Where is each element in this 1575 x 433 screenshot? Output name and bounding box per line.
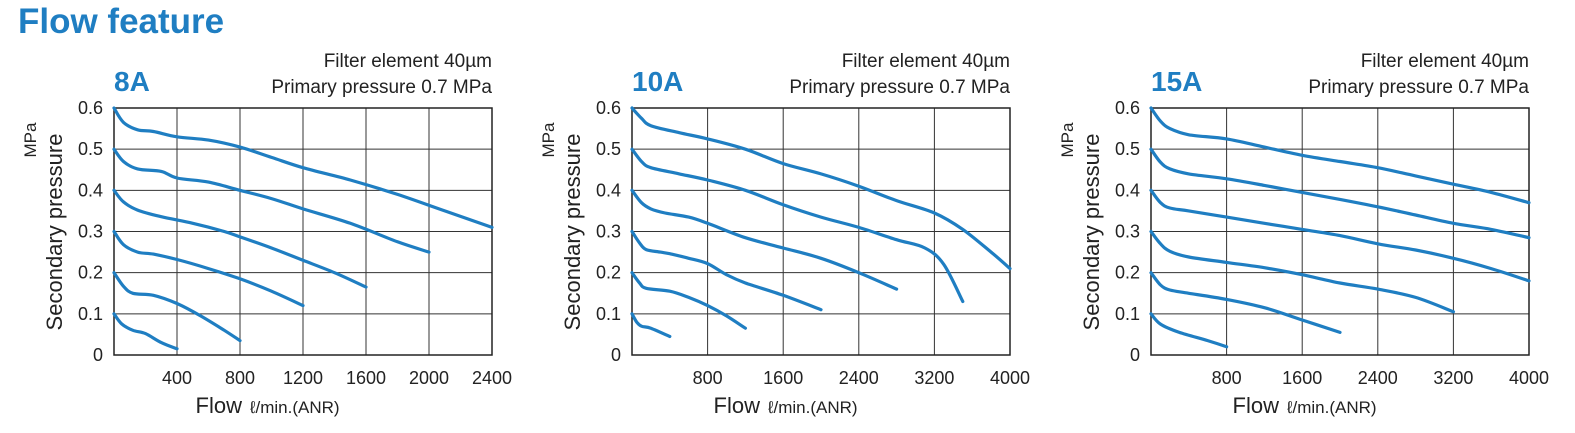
chart-svg-10a: 10A Filter element 40µm Primary pressure…: [539, 51, 1030, 418]
y-tick-label: 0.6: [78, 98, 103, 118]
flow-curve: [630, 106, 1012, 271]
model-label: 10A: [632, 66, 683, 97]
y-axis-label: Secondary pressure: [560, 134, 585, 331]
y-axis-label: Secondary pressure: [42, 134, 67, 331]
y-tick-label: 0.5: [1115, 139, 1140, 159]
y-tick-label: 0.2: [596, 263, 621, 283]
y-tick-label: 0.1: [596, 304, 621, 324]
chart-svg-15a: 15A Filter element 40µm Primary pressure…: [1058, 51, 1549, 418]
x-tick-label: 1600: [1282, 368, 1322, 388]
y-unit-label: MPa: [1058, 122, 1077, 158]
y-tick-label: 0.1: [78, 304, 103, 324]
page-title: Flow feature: [18, 2, 225, 41]
chart-panel-8a: 8A Filter element 40µm Primary pressure …: [0, 0, 520, 433]
flow-curve: [1149, 147, 1531, 240]
y-tick-label: 0: [93, 345, 103, 365]
flow-curve: [112, 147, 431, 254]
flow-curve: [630, 147, 965, 304]
y-tick-label: 0.6: [596, 98, 621, 118]
x-unit-label: ℓ/min.(ANR): [1286, 398, 1377, 417]
y-tick-label: 0: [1130, 345, 1140, 365]
x-tick-label: 2000: [409, 368, 449, 388]
x-axis-label: Flow: [1233, 393, 1280, 418]
flow-curve: [1149, 271, 1342, 334]
condition-filter-label: Filter element 40µm: [842, 51, 1010, 72]
x-tick-label: 400: [162, 368, 192, 388]
flow-curve: [630, 271, 747, 330]
y-axis-label: Secondary pressure: [1079, 134, 1104, 331]
condition-filter-label: Filter element 40µm: [1361, 51, 1529, 72]
flow-curve: [112, 188, 368, 289]
x-tick-label: 2400: [1358, 368, 1398, 388]
x-tick-label: 3200: [914, 368, 954, 388]
flow-curve: [630, 229, 823, 312]
x-axis-label: Flow: [196, 393, 243, 418]
x-unit-label: ℓ/min.(ANR): [767, 398, 858, 417]
x-tick-label: 2400: [839, 368, 879, 388]
x-tick-label: 4000: [1509, 368, 1549, 388]
flow-curve: [1149, 312, 1229, 349]
x-tick-label: 4000: [990, 368, 1030, 388]
y-tick-label: 0.4: [1115, 180, 1140, 200]
x-tick-label: 800: [1212, 368, 1242, 388]
x-tick-label: 800: [693, 368, 723, 388]
plot-area: 0 0.1 0.2 0.3 0.4 0.5 0.6 800 1600 2400 3200 4000: [1115, 98, 1549, 388]
flow-curve: [630, 188, 899, 291]
flow-curve: [112, 229, 305, 308]
x-tick-label: 1200: [283, 368, 323, 388]
y-tick-label: 0.5: [78, 139, 103, 159]
flow-curve: [630, 312, 672, 339]
y-tick-label: 0.5: [596, 139, 621, 159]
model-label: 8A: [114, 66, 150, 97]
condition-pressure-label: Primary pressure 0.7 MPa: [271, 77, 492, 98]
y-tick-label: 0.1: [1115, 304, 1140, 324]
y-tick-label: 0.4: [596, 180, 621, 200]
flow-curve: [1149, 188, 1531, 283]
y-tick-label: 0.2: [1115, 263, 1140, 283]
chart-svg-8a: 8A Filter element 40µm Primary pressure …: [21, 51, 512, 418]
y-tick-label: 0.4: [78, 180, 103, 200]
flow-curve: [112, 106, 494, 229]
x-tick-label: 3200: [1433, 368, 1473, 388]
condition-pressure-label: Primary pressure 0.7 MPa: [1308, 77, 1529, 98]
flow-curve: [112, 271, 242, 343]
y-tick-label: 0.6: [1115, 98, 1140, 118]
flow-curve: [1149, 229, 1455, 314]
y-tick-label: 0.2: [78, 263, 103, 283]
y-unit-label: MPa: [539, 122, 558, 158]
condition-pressure-label: Primary pressure 0.7 MPa: [789, 77, 1010, 98]
y-unit-label: MPa: [21, 122, 40, 158]
x-tick-label: 1600: [346, 368, 386, 388]
condition-filter-label: Filter element 40µm: [324, 51, 492, 72]
model-label: 15A: [1151, 66, 1202, 97]
x-tick-label: 1600: [763, 368, 803, 388]
y-tick-label: 0.3: [596, 222, 621, 242]
flow-curve: [1149, 106, 1531, 205]
x-unit-label: ℓ/min.(ANR): [249, 398, 340, 417]
y-tick-label: 0: [611, 345, 621, 365]
chart-panel-10a: 10A Filter element 40µm Primary pressure…: [518, 0, 1038, 433]
plot-area: 0 0.1 0.2 0.3 0.4 0.5 0.6 800 1600 2400 3200 4000: [596, 98, 1030, 388]
x-tick-label: 800: [225, 368, 255, 388]
x-tick-label: 2400: [472, 368, 512, 388]
x-axis-label: Flow: [714, 393, 761, 418]
plot-area: 0 0.1 0.2 0.3 0.4 0.5 0.6 400 800 1200 1600 2000 240…: [78, 98, 512, 388]
flow-curve: [112, 312, 179, 351]
chart-panel-15a: 15A Filter element 40µm Primary pressure…: [1037, 0, 1557, 433]
y-tick-label: 0.3: [78, 222, 103, 242]
y-tick-label: 0.3: [1115, 222, 1140, 242]
